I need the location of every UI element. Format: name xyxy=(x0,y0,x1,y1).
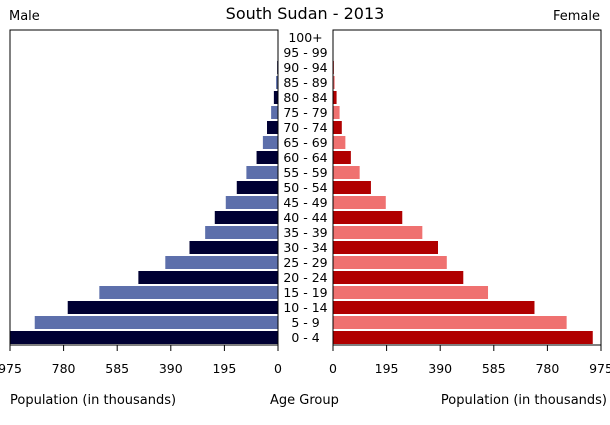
male-panel-label: Male xyxy=(9,9,40,24)
female-tick-label-975: 975 xyxy=(589,361,610,376)
age-label-65-69: 65 - 69 xyxy=(283,135,327,150)
male-bar-35-39 xyxy=(205,226,278,239)
female-bar-60-64 xyxy=(333,151,351,164)
age-label-50-54: 50 - 54 xyxy=(283,180,327,195)
chart-title: South Sudan - 2013 xyxy=(225,4,385,23)
male-bar-5-9 xyxy=(34,316,278,329)
female-bar-85-89 xyxy=(333,76,335,89)
male-bar-20-24 xyxy=(138,271,278,284)
female-panel-label: Female xyxy=(552,9,600,24)
male-bar-75-79 xyxy=(271,106,278,119)
female-bar-25-29 xyxy=(333,256,447,269)
female-bar-15-19 xyxy=(333,286,489,299)
age-label-5-9: 5 - 9 xyxy=(291,315,319,330)
female-tick-label-195: 195 xyxy=(375,361,399,376)
male-tick-label-780: 780 xyxy=(52,361,76,376)
male-tick-label-585: 585 xyxy=(105,361,129,376)
female-bar-30-34 xyxy=(333,241,439,254)
female-bar-65-69 xyxy=(333,136,346,149)
female-tick-label-0: 0 xyxy=(329,361,337,376)
male-bar-65-69 xyxy=(262,136,278,149)
male-bar-25-29 xyxy=(165,256,278,269)
male-bar-40-44 xyxy=(214,211,278,224)
age-label-0-4: 0 - 4 xyxy=(291,330,319,345)
female-bar-75-79 xyxy=(333,106,340,119)
male-bar-50-54 xyxy=(236,181,278,194)
male-bar-45-49 xyxy=(225,196,278,209)
female-bar-55-59 xyxy=(333,166,360,179)
male-bar-85-89 xyxy=(276,76,278,89)
female-tick-label-390: 390 xyxy=(428,361,452,376)
male-bar-30-34 xyxy=(189,241,278,254)
age-group-axis-label: Age Group xyxy=(270,393,339,408)
female-bar-20-24 xyxy=(333,271,464,284)
female-bar-40-44 xyxy=(333,211,403,224)
female-tick-label-780: 780 xyxy=(535,361,559,376)
male-bar-10-14 xyxy=(67,301,278,314)
age-label-60-64: 60 - 64 xyxy=(283,150,327,165)
male-plot-frame xyxy=(9,29,279,346)
male-bar-60-64 xyxy=(256,151,278,164)
female-x-axis-label: Population (in thousands) xyxy=(440,393,607,408)
male-bar-15-19 xyxy=(99,286,278,299)
male-x-axis-label: Population (in thousands) xyxy=(10,393,177,408)
age-label-15-19: 15 - 19 xyxy=(283,285,327,300)
female-bar-5-9 xyxy=(333,316,567,329)
x-axis-ticks: 0 0 195 195 390 390 585 585 780 780 975 975 xyxy=(0,345,610,376)
age-label-45-49: 45 - 49 xyxy=(283,195,327,210)
age-label-70-74: 70 - 74 xyxy=(283,120,327,135)
female-tick-label-585: 585 xyxy=(482,361,506,376)
female-bar-0-4 xyxy=(333,331,593,344)
male-bar-55-59 xyxy=(246,166,278,179)
age-label-30-34: 30 - 34 xyxy=(283,240,327,255)
female-bar-50-54 xyxy=(333,181,371,194)
age-label-90-94: 90 - 94 xyxy=(283,60,327,75)
male-bars-group xyxy=(10,31,278,344)
male-tick-label-0: 0 xyxy=(274,361,282,376)
age-label-85-89: 85 - 89 xyxy=(283,75,327,90)
age-label-100+: 100+ xyxy=(288,30,322,45)
female-bars-group xyxy=(333,31,593,344)
male-bar-70-74 xyxy=(267,121,278,134)
female-plot-frame xyxy=(332,29,602,346)
age-label-10-14: 10 - 14 xyxy=(283,300,327,315)
male-tick-label-390: 390 xyxy=(159,361,183,376)
age-label-40-44: 40 - 44 xyxy=(283,210,327,225)
male-bar-0-4 xyxy=(10,331,278,344)
age-label-75-79: 75 - 79 xyxy=(283,105,327,120)
age-label-55-59: 55 - 59 xyxy=(283,165,327,180)
age-label-20-24: 20 - 24 xyxy=(283,270,327,285)
female-bar-45-49 xyxy=(333,196,386,209)
female-bar-10-14 xyxy=(333,301,535,314)
age-label-95-99: 95 - 99 xyxy=(283,45,327,60)
female-bar-80-84 xyxy=(333,91,337,104)
female-bar-70-74 xyxy=(333,121,342,134)
male-tick-label-975: 975 xyxy=(0,361,22,376)
age-label-80-84: 80 - 84 xyxy=(283,90,327,105)
male-tick-label-195: 195 xyxy=(212,361,236,376)
male-bar-80-84 xyxy=(273,91,278,104)
age-label-25-29: 25 - 29 xyxy=(283,255,327,270)
age-label-35-39: 35 - 39 xyxy=(283,225,327,240)
female-bar-35-39 xyxy=(333,226,423,239)
